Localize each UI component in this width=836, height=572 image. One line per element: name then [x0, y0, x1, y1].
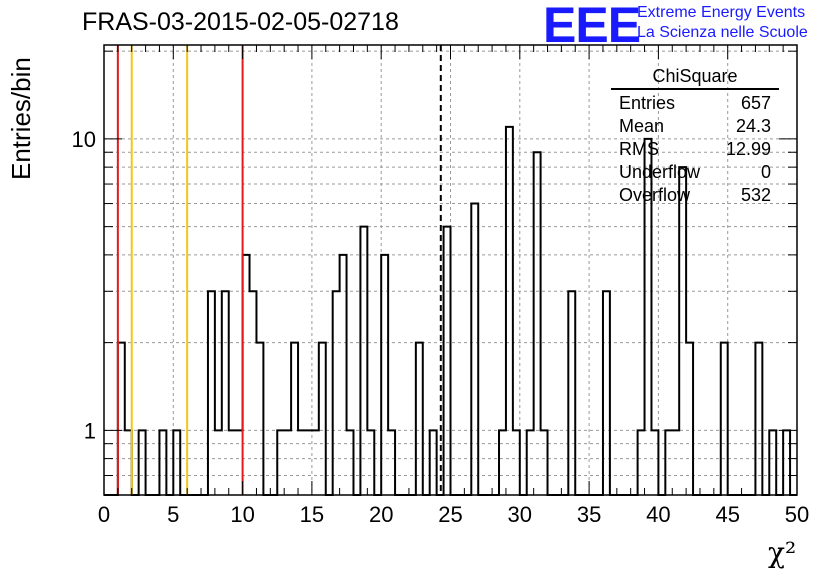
histogram-bin [651, 430, 658, 495]
x-tick-label: 50 [785, 502, 809, 527]
x-tick-label: 40 [646, 502, 670, 527]
histogram-bin [381, 255, 388, 495]
histogram-bin [527, 430, 534, 495]
histogram-bin [665, 430, 672, 495]
histogram-bin [298, 430, 305, 495]
x-tick-label: 20 [369, 502, 393, 527]
histogram-bin [568, 291, 575, 495]
histogram-bin [672, 430, 679, 495]
histogram-bin [250, 291, 257, 495]
histogram-bin [340, 255, 347, 495]
histogram-bin [367, 430, 374, 495]
histogram-bin [513, 430, 520, 495]
stats-row-entries: Entries 657 [611, 92, 779, 115]
stats-value: 657 [740, 93, 771, 113]
histogram-bin [125, 430, 132, 495]
histogram-bin [388, 430, 395, 495]
histogram-bin [236, 430, 243, 495]
x-tick-label: 15 [300, 502, 324, 527]
histogram-bin [118, 343, 125, 495]
histogram-bin [430, 430, 437, 495]
stats-box: ChiSquare Entries 657 Mean 24.3 RMS 12.9… [611, 66, 779, 207]
histogram-bin [679, 167, 686, 495]
histogram-bin [360, 227, 367, 495]
logo-line-1: Extreme Energy Events [637, 4, 806, 21]
stats-value: 24.3 [735, 116, 771, 136]
stats-value: 0 [760, 162, 771, 182]
histogram-bin [312, 430, 319, 495]
stats-row-rms: RMS 12.99 [611, 138, 779, 161]
histogram-bin [347, 430, 354, 495]
stats-label: Mean [619, 116, 665, 136]
histogram-bin [471, 204, 478, 495]
histogram-bin [284, 430, 291, 495]
histogram-bin [305, 430, 312, 495]
logo-line-2: La Scienza nelle Scuole [637, 24, 808, 41]
stats-row-underflow: Underflow 0 [611, 161, 779, 184]
histogram-bin [159, 430, 166, 495]
histogram-bin [277, 430, 284, 495]
stats-label: RMS [619, 139, 659, 159]
x-tick-label: 30 [508, 502, 532, 527]
histogram-bin [686, 343, 693, 495]
histogram-bin [333, 291, 340, 495]
histogram-bin [769, 430, 776, 495]
histogram-bin [229, 430, 236, 495]
histogram-bin [416, 343, 423, 495]
histogram-bin [755, 343, 762, 495]
stats-row-mean: Mean 24.3 [611, 115, 779, 138]
x-tick-label: 0 [98, 502, 110, 527]
histogram-bin [243, 255, 250, 495]
histogram-bin [603, 291, 610, 495]
x-tick-label: 5 [167, 502, 179, 527]
stats-row-overflow: Overflow 532 [611, 184, 779, 207]
y-axis-label: Entries/bin [6, 57, 36, 180]
y-tick-label: 10 [72, 127, 96, 152]
histogram-bin [291, 343, 298, 495]
histogram-bin [319, 343, 326, 495]
histogram-bin [506, 127, 513, 495]
stats-label: Overflow [619, 185, 691, 205]
histogram-bin [534, 152, 541, 495]
histogram-bin [444, 227, 451, 495]
histogram-bin [783, 430, 790, 495]
stats-title: ChiSquare [611, 66, 779, 90]
histogram-bin [256, 343, 263, 495]
stats-value: 12.99 [725, 139, 771, 159]
eee-logo: EEE [543, 0, 641, 53]
x-tick-label: 35 [577, 502, 601, 527]
histogram-bin [173, 430, 180, 495]
stats-label: Entries [619, 93, 676, 113]
chart-title: FRAS-03-2015-02-05-02718 [82, 8, 399, 36]
histogram-bin [222, 291, 229, 495]
x-tick-label: 45 [715, 502, 739, 527]
histogram-bin [215, 430, 222, 495]
stats-label: Underflow [619, 162, 701, 182]
histogram-bin [541, 430, 548, 495]
x-tick-label: 10 [230, 502, 254, 527]
x-axis-label: χ² [768, 536, 797, 569]
histogram-bin [208, 291, 215, 495]
histogram-bin [721, 343, 728, 495]
x-tick-label: 25 [438, 502, 462, 527]
histogram-bin [638, 430, 645, 495]
histogram-bin [499, 430, 506, 495]
histogram-bin [139, 430, 146, 495]
y-tick-label: 1 [84, 418, 96, 443]
stats-value: 532 [740, 185, 771, 205]
